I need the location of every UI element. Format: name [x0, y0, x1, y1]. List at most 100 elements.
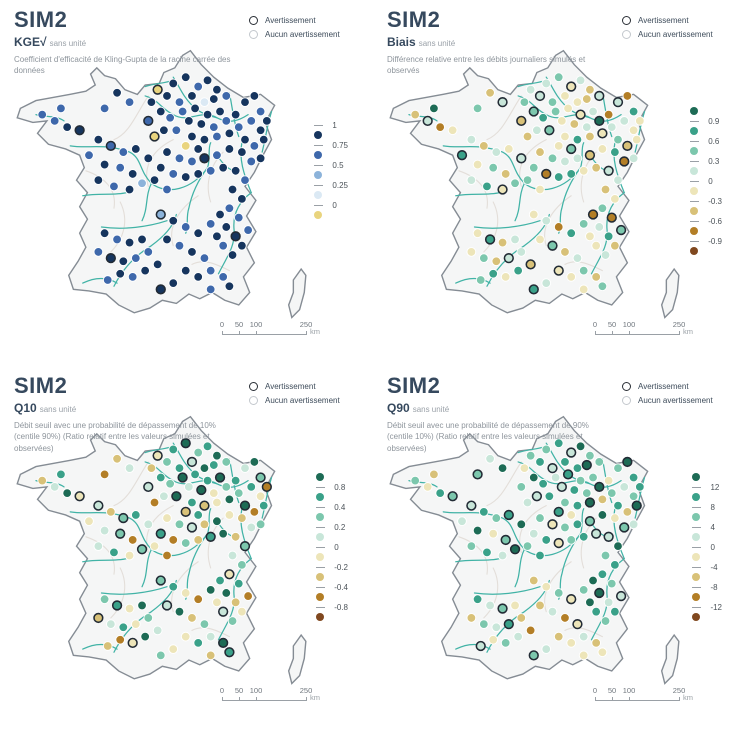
station-dot[interactable]: [187, 497, 197, 508]
station-dot[interactable]: [553, 438, 564, 449]
station-dot[interactable]: [56, 103, 66, 114]
station-dot[interactable]: [422, 482, 433, 492]
station-dot[interactable]: [584, 150, 596, 161]
station-dot[interactable]: [212, 497, 222, 508]
station-dot[interactable]: [584, 497, 596, 508]
station-dot[interactable]: [560, 613, 570, 623]
station-dot[interactable]: [585, 450, 595, 461]
station-dot[interactable]: [171, 125, 182, 136]
station-dot[interactable]: [127, 272, 138, 282]
station-dot[interactable]: [187, 91, 197, 101]
station-dot[interactable]: [155, 106, 166, 117]
station-dot[interactable]: [613, 500, 623, 511]
station-dot[interactable]: [422, 115, 433, 127]
station-dot[interactable]: [190, 103, 200, 114]
station-dot[interactable]: [224, 203, 235, 214]
station-dot[interactable]: [594, 457, 605, 467]
station-dot[interactable]: [93, 612, 104, 624]
station-dot[interactable]: [597, 647, 608, 658]
station-dot[interactable]: [615, 590, 627, 602]
station-dot[interactable]: [258, 134, 269, 145]
station-dot[interactable]: [600, 184, 611, 195]
station-dot[interactable]: [553, 72, 564, 83]
station-dot[interactable]: [447, 491, 458, 502]
station-dot[interactable]: [208, 460, 219, 470]
station-dot[interactable]: [124, 463, 135, 473]
station-dot[interactable]: [249, 141, 260, 151]
station-dot[interactable]: [429, 469, 439, 480]
station-dot[interactable]: [62, 122, 72, 132]
station-dot[interactable]: [143, 153, 154, 164]
station-dot[interactable]: [199, 500, 210, 511]
station-dot[interactable]: [516, 247, 527, 257]
station-dot[interactable]: [215, 209, 225, 220]
station-dot[interactable]: [255, 153, 266, 164]
station-dot[interactable]: [255, 106, 266, 117]
station-dot[interactable]: [482, 181, 492, 192]
station-dot[interactable]: [475, 275, 486, 285]
station-dot[interactable]: [547, 606, 558, 617]
station-dot[interactable]: [591, 528, 602, 539]
station-dot[interactable]: [578, 631, 589, 642]
station-dot[interactable]: [205, 585, 216, 595]
station-dot[interactable]: [130, 253, 141, 263]
station-dot[interactable]: [180, 172, 191, 182]
station-dot[interactable]: [482, 547, 492, 558]
station-dot[interactable]: [528, 650, 539, 661]
station-dot[interactable]: [168, 535, 179, 545]
station-dot[interactable]: [205, 650, 216, 661]
station-dot[interactable]: [635, 482, 645, 492]
station-dot[interactable]: [49, 116, 60, 126]
station-dot[interactable]: [149, 497, 160, 508]
france-map[interactable]: [6, 412, 328, 724]
station-dot[interactable]: [491, 256, 502, 267]
station-dot[interactable]: [594, 587, 605, 599]
station-dot[interactable]: [155, 575, 166, 586]
station-dot[interactable]: [610, 513, 620, 523]
station-dot[interactable]: [466, 247, 477, 257]
station-dot[interactable]: [466, 175, 477, 185]
france-map[interactable]: [379, 412, 701, 724]
station-dot[interactable]: [155, 209, 166, 220]
station-dot[interactable]: [528, 528, 539, 539]
station-dot[interactable]: [105, 140, 116, 151]
station-dot[interactable]: [111, 600, 123, 611]
station-dot[interactable]: [578, 284, 589, 295]
station-dot[interactable]: [472, 594, 483, 605]
station-dot[interactable]: [93, 175, 104, 185]
station-dot[interactable]: [585, 84, 595, 95]
station-dot[interactable]: [532, 125, 542, 136]
station-dot[interactable]: [224, 494, 235, 505]
station-dot[interactable]: [165, 478, 175, 489]
station-dot[interactable]: [205, 631, 216, 642]
station-dot[interactable]: [557, 116, 567, 126]
station-dot[interactable]: [118, 512, 129, 524]
station-dot[interactable]: [622, 456, 633, 468]
station-dot[interactable]: [613, 134, 623, 145]
station-dot[interactable]: [162, 184, 172, 195]
station-dot[interactable]: [479, 619, 489, 629]
station-dot[interactable]: [572, 463, 583, 473]
station-dot[interactable]: [510, 178, 520, 189]
station-dot[interactable]: [619, 116, 630, 126]
station-dot[interactable]: [155, 528, 166, 539]
station-dot[interactable]: [149, 175, 160, 185]
station-dot[interactable]: [174, 153, 185, 164]
station-dot[interactable]: [597, 494, 608, 505]
station-dot[interactable]: [550, 106, 561, 117]
station-dot[interactable]: [466, 134, 477, 145]
station-dot[interactable]: [137, 178, 147, 189]
station-dot[interactable]: [162, 91, 172, 101]
station-dot[interactable]: [106, 507, 116, 517]
station-dot[interactable]: [62, 488, 72, 498]
station-dot[interactable]: [510, 600, 520, 611]
station-dot[interactable]: [212, 131, 222, 142]
station-dot[interactable]: [127, 169, 138, 179]
station-dot[interactable]: [37, 109, 48, 120]
station-dot[interactable]: [553, 222, 564, 232]
station-dot[interactable]: [262, 116, 272, 126]
station-dot[interactable]: [566, 228, 577, 239]
station-dot[interactable]: [218, 272, 228, 282]
station-dot[interactable]: [566, 81, 577, 92]
station-dot[interactable]: [491, 147, 502, 157]
